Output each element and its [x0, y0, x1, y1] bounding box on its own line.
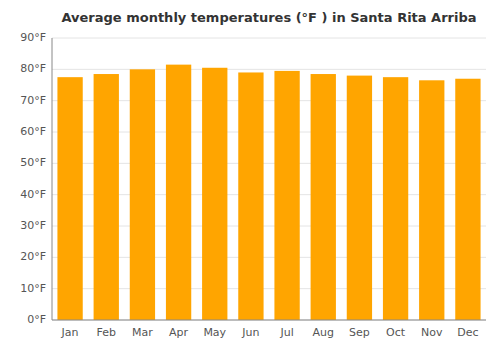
y-tick-label: 40°F	[20, 188, 46, 201]
y-tick-label: 10°F	[20, 282, 46, 295]
grid	[52, 38, 486, 320]
bar	[347, 76, 372, 320]
grid-line	[52, 320, 486, 321]
bar	[130, 69, 155, 320]
chart: 0°F 10°F 20°F 30°F 40°F 50°F 60°F 70°F 80°F 90°F J…	[0, 0, 500, 350]
bars	[57, 65, 480, 320]
x-tick-label: Oct	[386, 326, 406, 339]
x-tick-label: Sep	[349, 326, 370, 339]
x-tick-label: Nov	[421, 326, 443, 339]
y-tick-label: 90°F	[20, 31, 46, 44]
x-axis-ticks: Jan Feb Mar Apr May Jun Jul Aug Sep Oct Nov Dec	[61, 326, 479, 339]
bar	[383, 77, 408, 320]
x-tick-label: Dec	[457, 326, 478, 339]
bar	[202, 68, 227, 320]
y-tick-label: 0°F	[27, 313, 46, 326]
title: Average monthly temperatures (°F ) in Sa…	[61, 10, 476, 25]
y-tick-label: 70°F	[20, 94, 46, 107]
x-tick-label: Jan	[61, 326, 79, 339]
x-tick-label: Feb	[97, 326, 116, 339]
bar	[166, 65, 191, 320]
bar	[57, 77, 82, 320]
x-tick-label: Apr	[169, 326, 189, 339]
x-tick-label: Jun	[241, 326, 259, 339]
page: {"chart_data": {"type": "bar", "title": …	[0, 0, 500, 350]
bar	[455, 79, 480, 320]
bar	[311, 74, 336, 320]
y-tick-label: 80°F	[20, 62, 46, 75]
y-tick-label: 20°F	[20, 250, 46, 263]
x-tick-label: Jul	[279, 326, 293, 339]
x-tick-label: May	[203, 326, 226, 339]
bar	[274, 71, 299, 320]
x-tick-label: Aug	[313, 326, 334, 339]
y-tick-label: 30°F	[20, 219, 46, 232]
grid-line	[52, 38, 486, 39]
y-axis-line	[52, 38, 53, 320]
y-tick-label: 50°F	[20, 156, 46, 169]
y-axis-ticks: 0°F 10°F 20°F 30°F 40°F 50°F 60°F 70°F 80°F 90°F	[20, 31, 46, 326]
bar	[94, 74, 119, 320]
x-tick-label: Mar	[132, 326, 153, 339]
bar	[419, 80, 444, 320]
chart-container: 0°F 10°F 20°F 30°F 40°F 50°F 60°F 70°F 80°F 90°F J…	[0, 0, 500, 350]
grid-line	[52, 69, 486, 70]
y-tick-label: 60°F	[20, 125, 46, 138]
x-axis-line	[52, 320, 486, 321]
bar	[238, 72, 263, 320]
